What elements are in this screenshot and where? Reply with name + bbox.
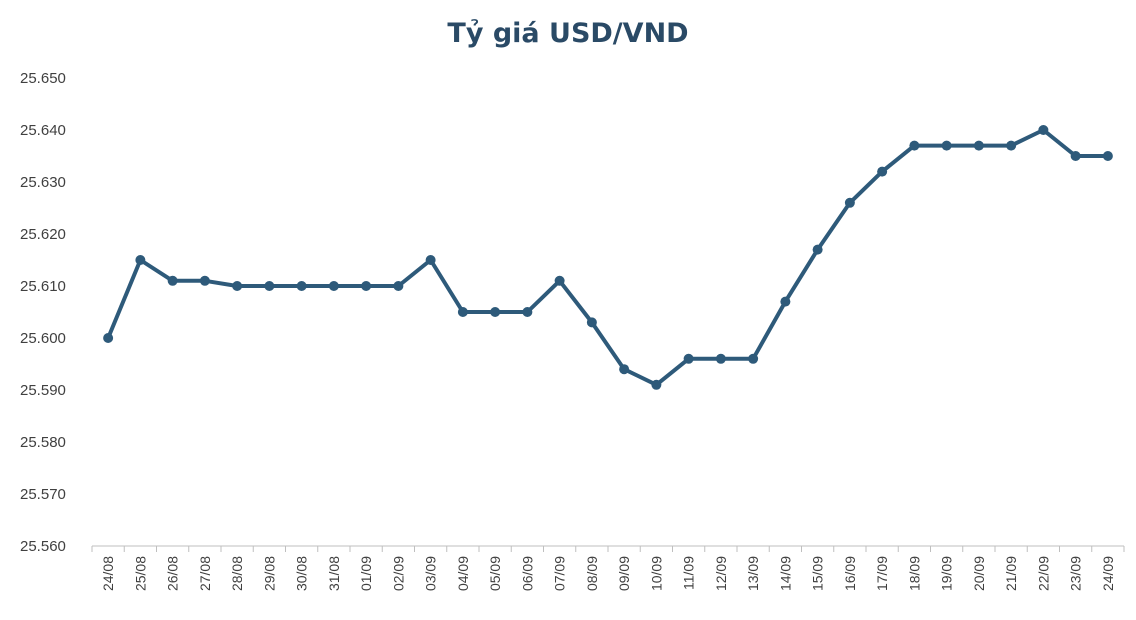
- x-tick-label: 24/09: [1100, 556, 1116, 591]
- data-point: [619, 364, 630, 375]
- x-tick-label: 22/09: [1035, 556, 1051, 591]
- x-tick-label: 01/09: [358, 556, 374, 591]
- series-line: [106, 128, 1110, 387]
- data-point: [361, 281, 372, 291]
- data-point: [554, 275, 565, 286]
- series-group: [103, 125, 1113, 390]
- data-point: [812, 244, 823, 255]
- x-tick-label: 08/09: [584, 556, 600, 591]
- y-tick-label: 25.610: [20, 278, 66, 295]
- data-point: [1102, 151, 1113, 161]
- x-tick-label: 25/08: [132, 556, 148, 591]
- x-tick-label: 18/09: [906, 556, 922, 591]
- data-point: [715, 353, 726, 364]
- data-point: [877, 166, 888, 177]
- x-tick-label: 06/09: [519, 556, 535, 591]
- chart-title: Tỷ giá USD/VND: [447, 18, 689, 49]
- y-tick-label: 25.570: [20, 486, 66, 503]
- data-point: [457, 307, 468, 317]
- data-point: [103, 333, 114, 343]
- y-tick-label: 25.620: [20, 226, 66, 243]
- x-tick-label: 17/09: [874, 556, 890, 591]
- x-tick-label: 10/09: [648, 556, 664, 591]
- x-tick-label: 20/09: [971, 556, 987, 591]
- x-tick-label: 11/09: [681, 556, 697, 590]
- x-tick-label: 09/09: [616, 556, 632, 591]
- y-tick-label: 25.600: [20, 330, 66, 347]
- x-tick-label: 02/09: [390, 556, 406, 591]
- data-point: [522, 307, 533, 317]
- x-tick-label: 16/09: [842, 556, 858, 591]
- x-tick-label: 26/08: [165, 556, 181, 591]
- data-point: [167, 275, 178, 286]
- data-point: [748, 353, 759, 364]
- x-tick-label: 29/08: [261, 556, 277, 591]
- data-point: [909, 140, 920, 151]
- x-tick-label: 03/09: [423, 556, 439, 591]
- data-point: [780, 296, 791, 307]
- data-point: [1038, 125, 1049, 135]
- data-point: [1006, 140, 1017, 151]
- x-tick-label: 15/09: [810, 556, 826, 591]
- x-tick-label: 28/08: [229, 556, 245, 591]
- x-tick-label: 14/09: [777, 556, 793, 591]
- data-point: [232, 281, 243, 291]
- x-tick-label: 24/08: [100, 556, 116, 591]
- x-tick-label: 07/09: [552, 556, 568, 591]
- x-tick-label: 19/09: [939, 556, 955, 591]
- y-tick-label: 25.630: [20, 174, 66, 191]
- data-point: [328, 281, 339, 291]
- data-point: [683, 353, 694, 364]
- x-tick-label: 05/09: [487, 556, 503, 591]
- data-point: [844, 197, 855, 208]
- data-point: [651, 379, 662, 390]
- y-axis: 25.560 25.570 25.580 25.590 25.600 25.610 25.6…: [20, 70, 66, 555]
- data-point: [393, 281, 404, 291]
- x-tick-labels: 24/08 25/08 26/08 27/08 28/08 29/08 30/08 31/08…: [100, 556, 1116, 591]
- x-axis: [91, 545, 1125, 552]
- data-point: [941, 140, 952, 151]
- x-tick-label: 23/09: [1068, 556, 1084, 591]
- y-tick-label: 25.650: [20, 70, 66, 87]
- x-tick-label: 21/09: [1003, 556, 1019, 591]
- data-point: [490, 307, 501, 317]
- y-tick-label: 25.560: [20, 538, 66, 555]
- data-point: [296, 281, 307, 291]
- x-tick-label: 04/09: [455, 556, 471, 591]
- data-point: [135, 255, 146, 265]
- x-tick-label: 13/09: [745, 556, 761, 591]
- data-point: [425, 255, 436, 265]
- x-tick-label: 31/08: [326, 556, 342, 591]
- data-point: [264, 281, 275, 291]
- data-point: [199, 275, 210, 286]
- y-tick-label: 25.580: [20, 434, 66, 451]
- y-tick-label: 25.640: [20, 122, 66, 139]
- data-point: [1070, 151, 1081, 161]
- data-point: [973, 140, 984, 151]
- x-tick-label: 27/08: [197, 556, 213, 591]
- data-point: [586, 317, 597, 328]
- x-tick-label: 30/08: [294, 556, 310, 591]
- x-tick-label: 12/09: [713, 556, 729, 591]
- y-tick-label: 25.590: [20, 382, 66, 399]
